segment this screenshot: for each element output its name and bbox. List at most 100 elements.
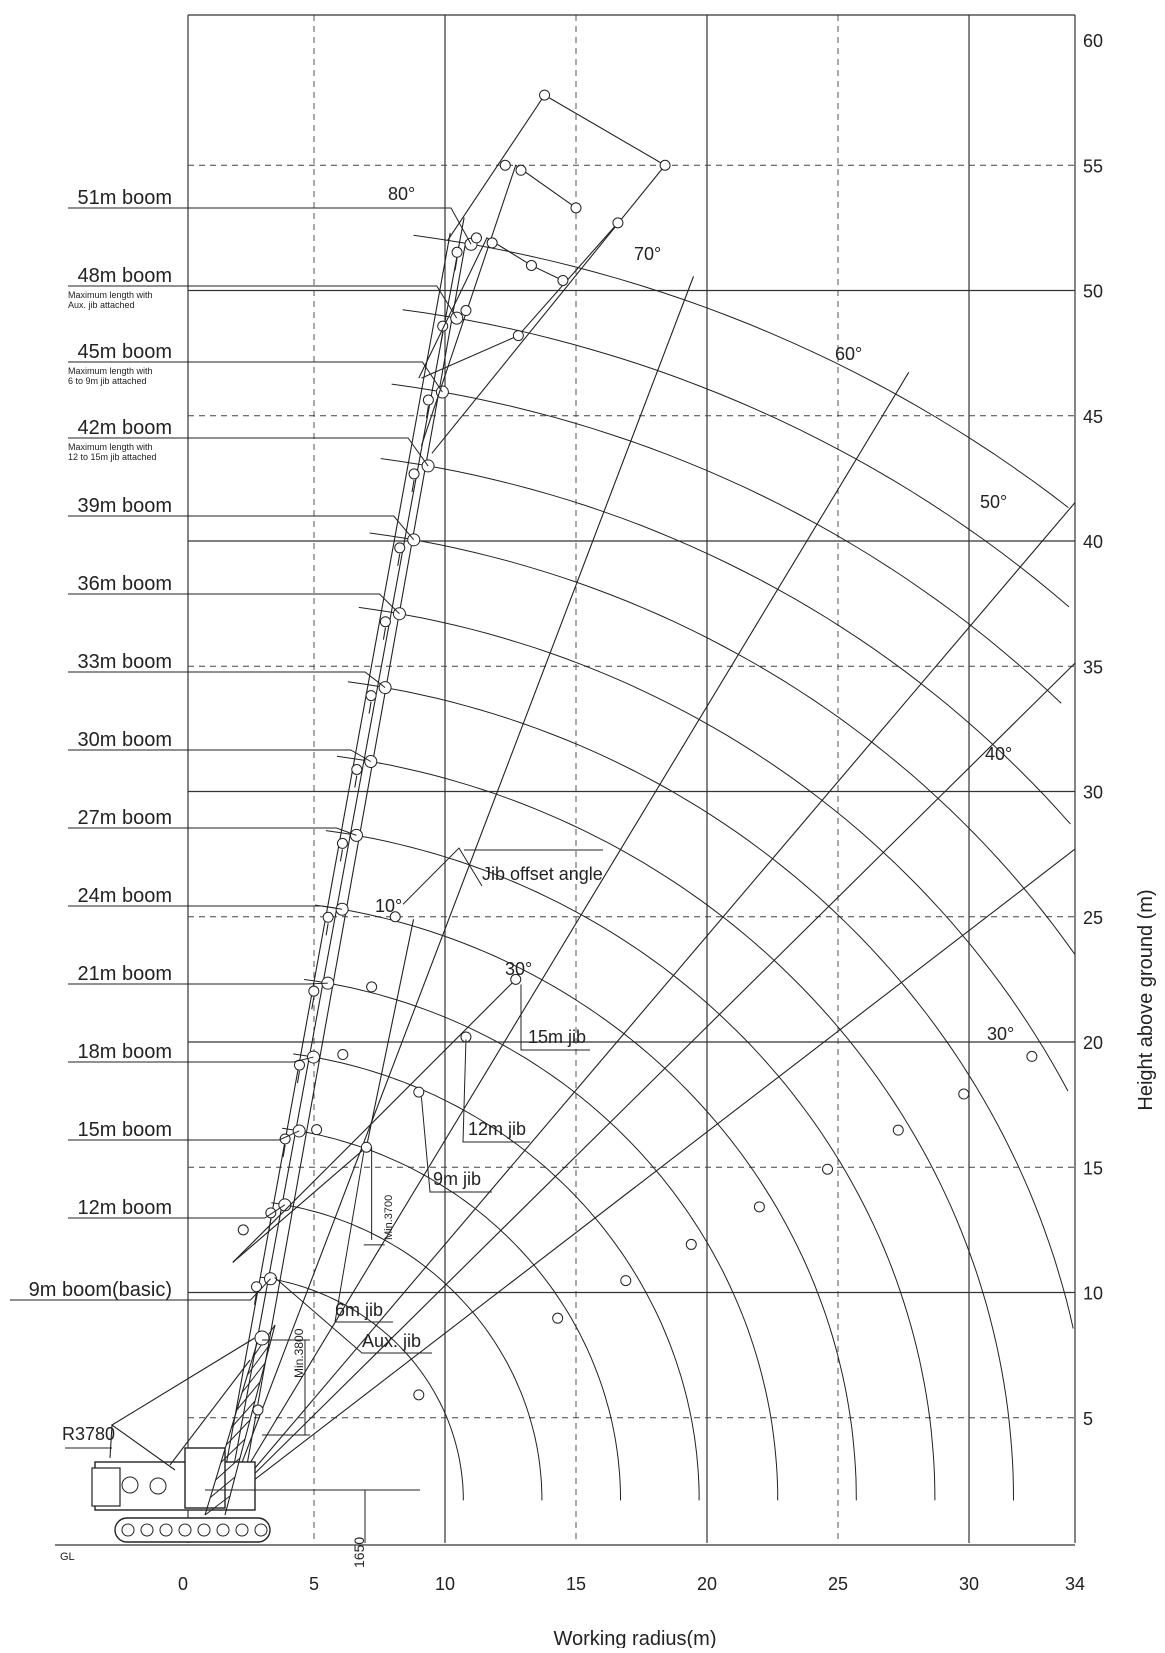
x-axis-label: Working radius(m) — [554, 1628, 717, 1648]
radius-marker — [552, 1312, 564, 1324]
y-tick-label: 60 — [1083, 31, 1103, 51]
boom-arc — [391, 383, 1062, 704]
jib-sheave — [337, 1049, 349, 1061]
boom-label: 42m boom — [78, 417, 173, 439]
boom-label: 51m boom — [78, 187, 173, 209]
boom-label: 36m boom — [78, 573, 173, 595]
boom-arc — [369, 532, 1076, 955]
angle-ray — [227, 372, 910, 1501]
jib-top — [431, 94, 666, 454]
radius-marker — [1026, 1050, 1038, 1062]
hook-line — [368, 701, 372, 714]
boom-label: 12m boom — [78, 1197, 173, 1219]
jib-9m-label: 9m jib — [433, 1169, 481, 1189]
y-tick-label: 15 — [1083, 1158, 1103, 1178]
boom-lacing — [241, 1362, 266, 1393]
boom-lines — [219, 232, 478, 1501]
hook-line — [354, 775, 358, 788]
boom-tip-sheave — [254, 1330, 270, 1346]
angle-ray — [226, 217, 465, 1501]
hook-line — [411, 479, 415, 493]
angle-ray — [227, 662, 1076, 1501]
hook-block — [251, 1281, 263, 1293]
boom-lacing — [204, 1495, 231, 1516]
boom-label: 9m boom(basic) — [29, 1279, 172, 1301]
boom-label-leader — [175, 982, 328, 985]
main-hook — [252, 1404, 264, 1416]
crane-drawing — [65, 1324, 420, 1543]
pendant — [111, 1335, 259, 1426]
boom-arc — [293, 1053, 700, 1501]
boom-label-leader — [175, 749, 372, 762]
pin-height-label: 1650 — [351, 1537, 367, 1568]
boom-label-leader — [175, 827, 357, 836]
y-tick-label: 50 — [1083, 282, 1103, 302]
hook-line — [311, 997, 315, 1010]
jib-top-2 — [420, 164, 577, 446]
radius-marker — [822, 1163, 834, 1175]
y-tick-label: 55 — [1083, 156, 1103, 176]
angle-label: 30° — [987, 1024, 1014, 1044]
boom-arc — [347, 681, 1074, 1329]
angle-label: 70° — [634, 244, 661, 264]
boom-label-leader — [175, 285, 458, 319]
hook-block — [408, 468, 420, 480]
boom-label: 48m boom — [78, 265, 173, 287]
boom-label-leader — [175, 1278, 271, 1301]
boom-label-leader — [175, 1056, 314, 1063]
boom-chord — [240, 240, 467, 1501]
boom-label: 30m boom — [78, 729, 173, 751]
y-tick-label: 30 — [1083, 783, 1103, 803]
jib6-leader — [334, 1152, 393, 1323]
x-tick-label: 0 — [178, 1574, 188, 1594]
jib-15m-label: 15m jib — [528, 1027, 586, 1047]
y-axis-label: Height above ground (m) — [1135, 889, 1157, 1110]
hook-line — [253, 1292, 258, 1305]
aux-jib-label: Aux. jib — [362, 1331, 421, 1351]
boom-label: 27m boom — [78, 807, 173, 829]
hook-line — [282, 1144, 286, 1158]
boom-label-leader — [175, 671, 386, 689]
boom-lacing — [231, 1400, 256, 1428]
jib-offset-30: 30° — [505, 959, 532, 979]
jib-15m — [232, 978, 517, 1263]
track-roller — [178, 1523, 192, 1537]
jib-sheave — [539, 89, 551, 101]
boom-note: Maximum length with — [68, 366, 153, 376]
y-tick-label: 35 — [1083, 657, 1103, 677]
boom-arc — [325, 830, 936, 1501]
track-roller — [140, 1523, 154, 1537]
jib-offset-title: Jib offset angle — [482, 864, 603, 884]
jib-sheave — [515, 164, 527, 176]
boom-lacing — [246, 1343, 271, 1376]
track-roller — [159, 1523, 173, 1537]
jib-lines — [232, 89, 671, 1354]
radius-marker — [685, 1238, 697, 1250]
hook-line — [339, 849, 343, 862]
hook-line — [397, 553, 401, 566]
boom-label: 45m boom — [78, 341, 173, 363]
winch-drum — [149, 1477, 167, 1495]
jib-sheave — [366, 981, 378, 993]
x-tick-label: 34 — [1065, 1574, 1085, 1594]
boom-note: 12 to 15m jib attached — [68, 452, 157, 462]
jib-12m-label: 12m jib — [468, 1119, 526, 1139]
counterweight — [91, 1467, 121, 1507]
jib-sheave — [557, 274, 569, 286]
jib-sheave — [499, 159, 511, 171]
boom-label-leader — [175, 515, 415, 541]
hook-block — [322, 911, 334, 923]
x-tick-label: 10 — [435, 1574, 455, 1594]
boom-label: 39m boom — [78, 495, 173, 517]
jib-sheave — [510, 973, 522, 985]
min-3700-label: Min.3700 — [383, 1195, 395, 1240]
y-tick-label: 25 — [1083, 908, 1103, 928]
x-tick-label: 30 — [959, 1574, 979, 1594]
ground-label: GL — [60, 1551, 75, 1563]
boom-label: 21m boom — [78, 963, 173, 985]
boom-note: Maximum length with — [68, 290, 153, 300]
track-roller — [197, 1523, 211, 1537]
boom-lacing — [236, 1381, 261, 1411]
